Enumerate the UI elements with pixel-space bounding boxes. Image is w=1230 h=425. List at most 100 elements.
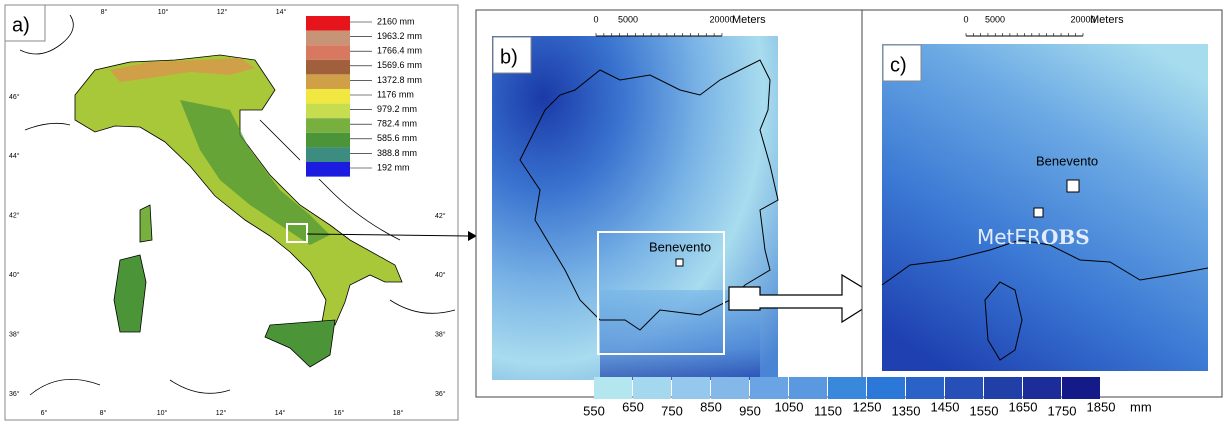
colorbar-label: 1450	[931, 399, 960, 414]
colorbar-swatch	[1023, 377, 1061, 399]
colorbar-swatch	[984, 377, 1022, 399]
colorbar-label: 1250	[853, 399, 882, 414]
legend-swatch	[306, 147, 350, 162]
legend-swatch	[306, 89, 350, 104]
lat-label: 42°	[9, 212, 20, 220]
colorbar-label: 650	[622, 399, 644, 414]
colorbar-swatch	[750, 377, 788, 399]
town-marker	[1066, 179, 1080, 193]
legend-swatch	[306, 132, 350, 148]
colorbar-label: 1750	[1048, 403, 1077, 418]
legend-swatch	[306, 118, 350, 133]
lat-label: 36°	[9, 390, 20, 398]
legend-label: 192 mm	[377, 162, 410, 172]
colorbar-swatch	[1062, 377, 1100, 399]
lat-label: 46°	[9, 93, 20, 101]
lon-label: 14°	[275, 409, 286, 417]
colorbar-label: 1650	[1009, 399, 1038, 414]
lon-label: 14°	[276, 8, 287, 16]
legend-label: 388.8 mm	[377, 148, 417, 158]
town-label: Benevento	[649, 239, 711, 254]
panel-label: b)	[500, 46, 518, 68]
scale-label: 5000	[618, 14, 638, 24]
coastlines	[19, 14, 456, 396]
legend-swatch	[306, 30, 350, 46]
colorbar-unit: mm	[1130, 399, 1152, 414]
colorbar-swatch	[828, 377, 866, 399]
lat-label: 42°	[435, 212, 446, 220]
legend-label: 1569.6 mm	[377, 60, 422, 70]
colorbar-swatch	[633, 377, 671, 399]
province-outline	[881, 239, 1209, 361]
legend-label: 1176 mm	[377, 89, 414, 99]
colorbar-swatch	[945, 377, 983, 399]
lon-label: 8°	[101, 8, 108, 16]
colorbar-swatch	[711, 377, 749, 399]
watermark-bold: OBS	[1041, 225, 1090, 249]
legend-swatch	[306, 45, 350, 60]
colorbar-label: 1150	[814, 403, 842, 418]
legend-swatch	[306, 16, 350, 31]
colorbar-label: 1550	[970, 403, 999, 418]
colorbar-label: 1050	[775, 399, 804, 414]
station-marker	[1033, 207, 1044, 218]
colorbar-swatch	[867, 377, 905, 399]
legend-label: 2160 mm	[377, 16, 415, 26]
watermark: MetEROBS	[977, 225, 1090, 249]
town-marker	[675, 258, 684, 267]
legend-label: 1766.4 mm	[377, 46, 422, 56]
legend-label: 782.4 mm	[377, 119, 417, 129]
lat-label: 36°	[435, 390, 446, 398]
colorbar-swatch	[594, 377, 632, 399]
lat-label: 38°	[435, 331, 446, 339]
zoom-arrow	[728, 273, 882, 324]
watermark-main: MetER	[977, 225, 1041, 249]
province-outline	[519, 59, 779, 331]
scale-label: 20000	[709, 14, 734, 24]
lon-label: 10°	[158, 8, 169, 16]
lon-label: 16°	[334, 409, 345, 417]
precip-raster-c	[882, 44, 1208, 371]
lon-label: 8°	[100, 409, 107, 417]
town-label: Benevento	[1036, 153, 1098, 168]
lat-label: 40°	[435, 271, 446, 279]
pointer-line	[306, 233, 469, 237]
lon-label: 10°	[157, 409, 168, 417]
scale-label: 0	[963, 14, 968, 24]
colorbar-swatch	[789, 377, 827, 399]
colorbar-swatch	[906, 377, 944, 399]
panel-label: c)	[890, 54, 907, 76]
legend-label: 585.6 mm	[377, 133, 417, 143]
lat-label: 44°	[9, 152, 20, 160]
italy-map	[74, 54, 403, 368]
scale-unit: Meters	[732, 14, 766, 26]
colorbar-label: 750	[661, 403, 683, 418]
colorbar-swatch	[672, 377, 710, 399]
panel-label: a)	[12, 14, 30, 36]
panel-label-box	[4, 4, 46, 42]
scale-label: 0	[593, 14, 598, 24]
colorbar: 550 650 750 850 950 1050 1150 1250 1350 1450 1550 1…	[583, 377, 1152, 418]
zoom-box	[597, 231, 725, 355]
legend-swatch	[306, 103, 350, 119]
scale-label: 20000	[1070, 14, 1095, 24]
scale-label: 5000	[985, 14, 1005, 24]
legend-label: 1963.2 mm	[377, 31, 422, 41]
legend-label: 1372.8 mm	[377, 75, 422, 85]
colorbar-label: 1850	[1087, 399, 1116, 414]
legend-label: 979.2 mm	[377, 104, 417, 114]
legend-swatch	[306, 59, 350, 75]
panel-label-box	[882, 44, 922, 82]
lon-label: 18°	[393, 409, 404, 417]
lat-label: 38°	[9, 330, 20, 338]
scale-unit: Meters	[1090, 14, 1124, 26]
legend-a: 2160 mm 1963.2 mm 1766.4 mm 1569.6 mm 1372.8…	[300, 14, 430, 179]
pointer-arrowhead	[468, 231, 477, 241]
lon-label: 12°	[217, 8, 228, 16]
lat-label: 40°	[9, 271, 20, 279]
colorbar-label: 850	[700, 399, 722, 414]
lon-label: 6°	[41, 409, 48, 417]
